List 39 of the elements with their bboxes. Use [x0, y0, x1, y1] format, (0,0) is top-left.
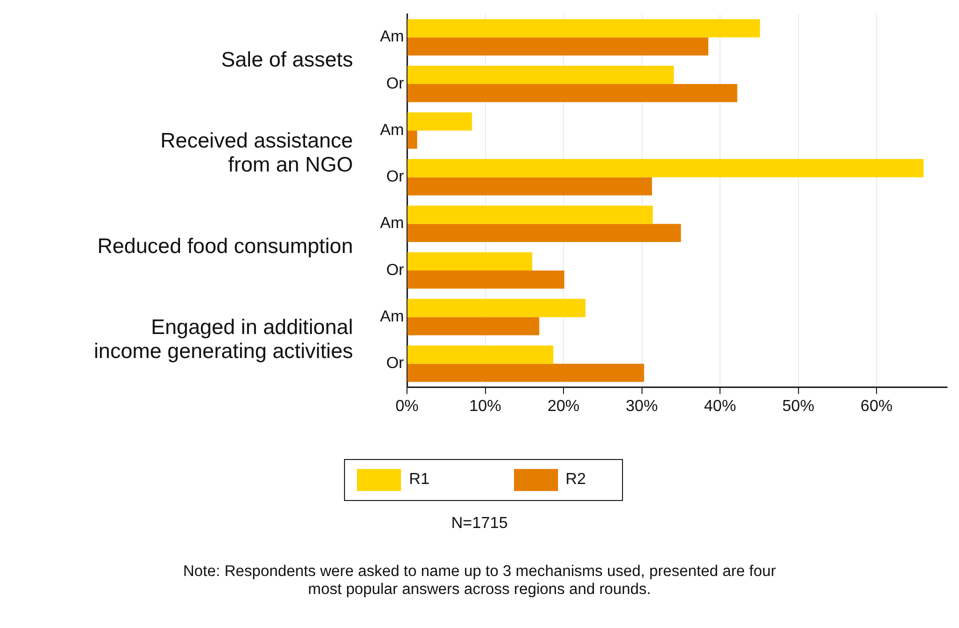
y-tick-label: Or	[386, 168, 405, 186]
x-tick-label: 10%	[469, 398, 502, 416]
y-tick-label: Am	[380, 28, 404, 46]
x-tick-label: 30%	[626, 398, 658, 416]
bar	[408, 66, 674, 84]
y-tick-label: Am	[380, 215, 404, 232]
text: Engaged in additional income generating activities	[94, 316, 353, 364]
y-tick-label: Am	[380, 308, 404, 326]
text: N=1715	[450, 515, 509, 533]
y-tick-label: Or	[386, 262, 405, 279]
bar	[408, 224, 681, 242]
text: Reduced food consumption	[97, 234, 353, 258]
y-tick-label: Or	[386, 75, 405, 92]
bar	[408, 346, 554, 364]
y-tick-label: Am	[380, 122, 404, 139]
bar	[408, 112, 472, 131]
bar	[408, 252, 532, 270]
legend-label: R2	[566, 471, 586, 489]
x-tick-label: 40%	[704, 398, 736, 416]
x-tick-label: 0%	[395, 398, 419, 416]
legend-label: R1	[409, 471, 430, 489]
x-tick-label: 60%	[860, 398, 893, 416]
bar	[408, 84, 738, 102]
bar	[408, 364, 644, 382]
bar	[408, 177, 652, 196]
bar	[408, 270, 564, 289]
y-tick-label: Or	[386, 355, 405, 372]
bar	[408, 130, 418, 149]
bar	[408, 37, 708, 56]
x-tick-label: 50%	[782, 398, 814, 416]
bar	[408, 206, 653, 224]
text: Sale of assets	[221, 48, 353, 72]
bar	[408, 317, 540, 336]
text: Note: Respondents were asked to name up to 3 mechanisms used, presented are four most popular answers across regions and rounds.	[182, 563, 777, 599]
bar	[408, 159, 924, 178]
text: Received assistance from an NGO	[160, 130, 353, 177]
x-tick-label: 20%	[548, 398, 580, 416]
bar	[408, 19, 760, 38]
bar	[408, 298, 586, 318]
